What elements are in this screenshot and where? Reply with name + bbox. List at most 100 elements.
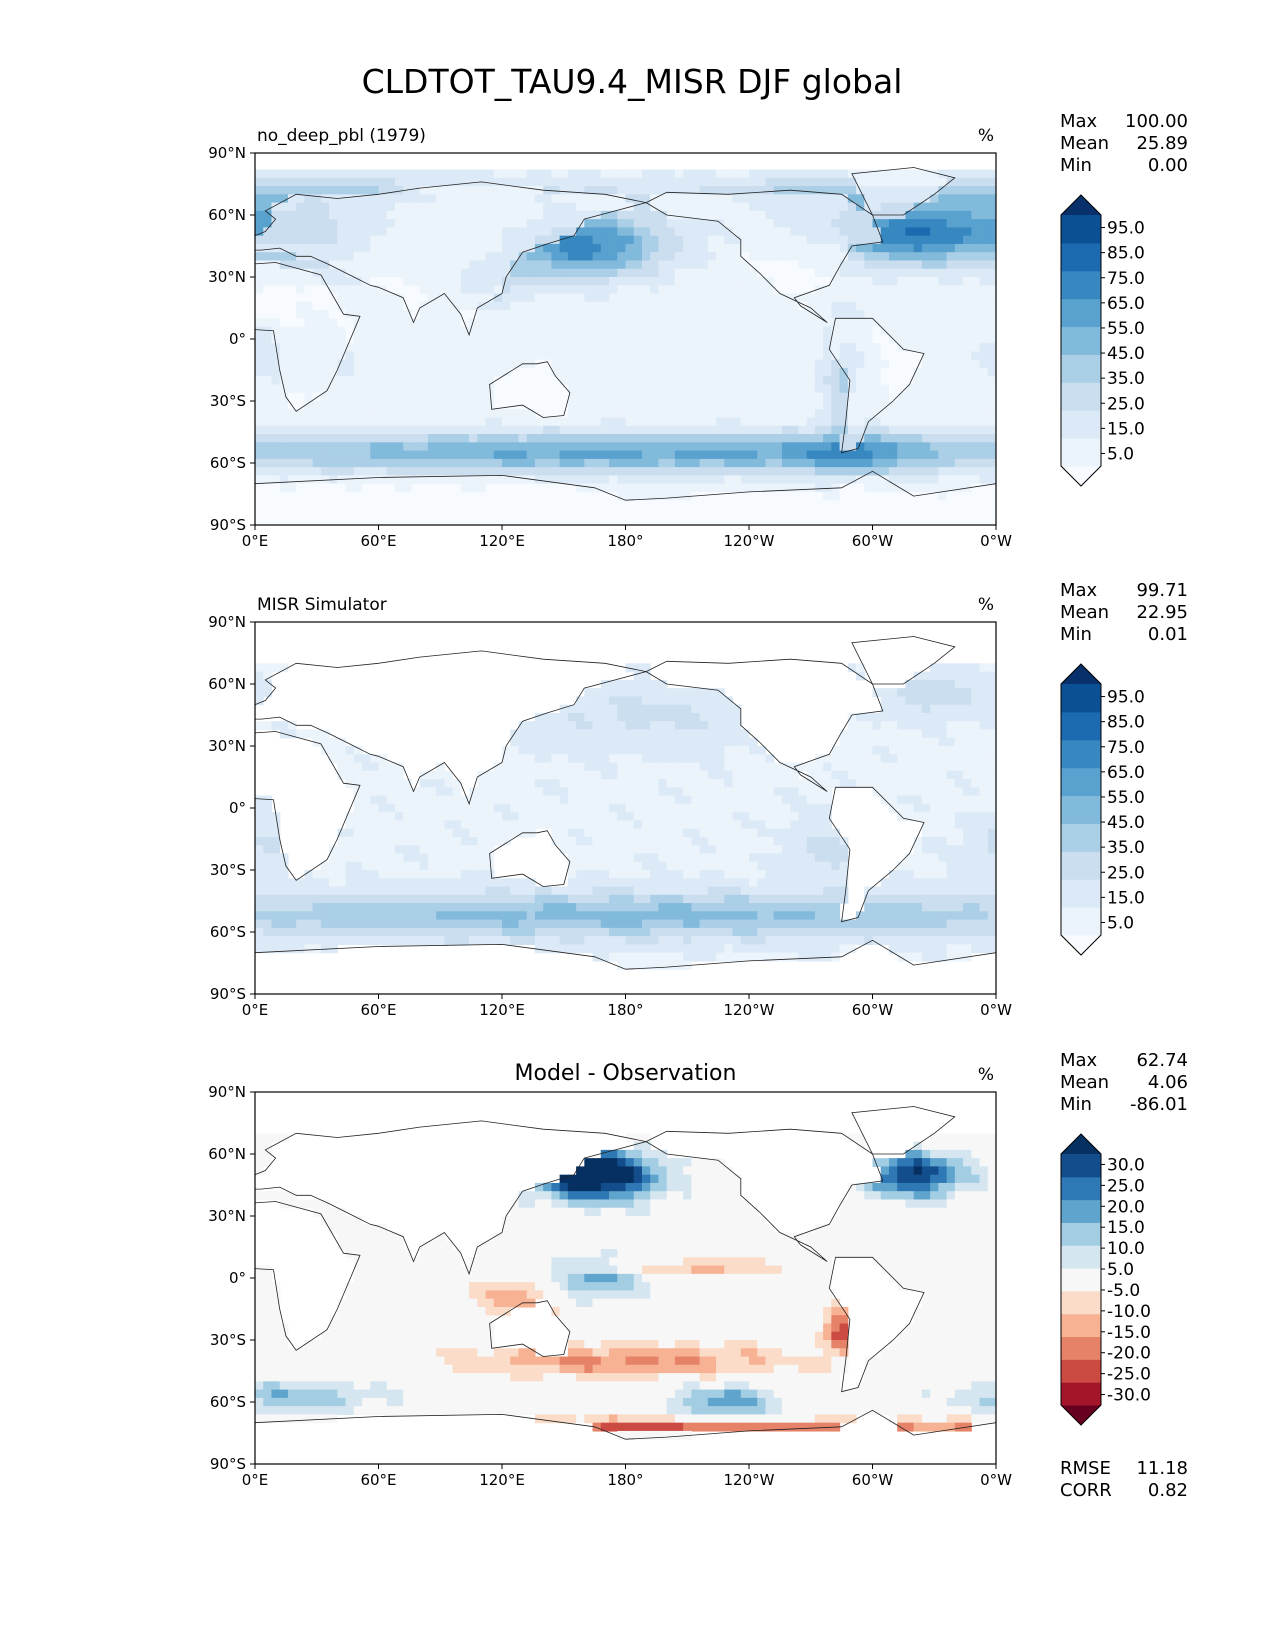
field-cell	[609, 803, 618, 813]
field-cell	[781, 285, 791, 295]
field-cell	[913, 475, 923, 485]
field-cell	[946, 268, 956, 278]
field-cell	[255, 194, 264, 204]
field-cell	[872, 252, 882, 262]
field-cell	[444, 500, 454, 510]
field-cell	[847, 194, 857, 204]
field-cell	[724, 812, 734, 821]
field-cell	[856, 737, 865, 747]
field-cell	[320, 268, 330, 278]
field-cell	[864, 310, 874, 319]
field-cell	[658, 491, 668, 501]
field-cell	[279, 663, 289, 673]
field-cell	[732, 384, 742, 394]
field-cell	[938, 169, 948, 179]
field-cell	[287, 301, 297, 311]
field-cell	[287, 177, 297, 187]
field-cell	[279, 359, 289, 369]
field-cell	[559, 169, 569, 179]
field-cell	[888, 186, 898, 195]
field-cell	[699, 219, 709, 228]
field-cell	[337, 516, 347, 525]
field-cell	[963, 712, 972, 722]
field-cell	[353, 359, 363, 369]
field-cell	[954, 293, 964, 303]
field-cell	[345, 227, 355, 237]
field-cell	[617, 803, 627, 813]
field-cell	[312, 202, 322, 212]
field-cell	[617, 409, 627, 419]
field-cell	[279, 343, 289, 352]
field-cell	[543, 762, 552, 772]
field-cell	[592, 235, 602, 245]
field-cell	[551, 252, 561, 262]
field-cell	[633, 450, 643, 460]
field-cell	[979, 704, 989, 714]
coastline	[255, 181, 647, 337]
field-cell	[263, 202, 273, 212]
field-cell	[345, 219, 355, 228]
field-cell	[394, 491, 404, 501]
field-cell	[460, 210, 470, 220]
field-cell	[296, 326, 305, 336]
field-cell	[502, 754, 511, 764]
field-cell	[823, 177, 832, 187]
field-cell	[814, 467, 824, 476]
field-cell	[724, 268, 734, 278]
field-cell	[534, 721, 544, 731]
field-cell	[411, 219, 421, 228]
field-cell	[897, 310, 907, 319]
field-cell	[600, 219, 610, 228]
field-cell	[543, 417, 552, 427]
field-cell	[765, 450, 775, 460]
field-cell	[477, 803, 487, 813]
field-cell	[320, 409, 330, 419]
field-cell	[600, 450, 610, 460]
field-cell	[930, 334, 939, 344]
field-cell	[650, 210, 660, 220]
field-cell	[864, 425, 874, 435]
field-cell	[740, 762, 750, 772]
field-cell	[255, 367, 264, 377]
field-cell	[716, 779, 725, 788]
field-cell	[493, 409, 503, 419]
field-cell	[765, 367, 775, 377]
field-cell	[658, 334, 668, 344]
field-cell	[781, 301, 791, 311]
field-cell	[641, 712, 651, 722]
field-cell	[641, 442, 651, 452]
field-cell	[502, 310, 511, 319]
field-cell	[543, 475, 552, 485]
field-cell	[460, 367, 470, 377]
field-cell	[658, 770, 668, 780]
field-cell	[781, 458, 791, 468]
field-cell	[790, 779, 799, 788]
field-cell	[304, 235, 314, 245]
field-cell	[296, 450, 305, 460]
field-cell	[312, 417, 322, 427]
field-cell	[658, 696, 668, 706]
field-cell	[485, 177, 495, 187]
field-cell	[304, 210, 314, 220]
field-cell	[658, 227, 668, 237]
field-cell	[790, 367, 799, 377]
field-cell	[641, 770, 651, 780]
field-cell	[526, 770, 536, 780]
colorbar-tick-label: 65.0	[1107, 294, 1145, 314]
field-cell	[773, 392, 783, 402]
field-cell	[370, 194, 380, 204]
field-cell	[279, 277, 289, 286]
field-cell	[674, 417, 684, 427]
field-cell	[971, 475, 981, 485]
field-cell	[609, 795, 618, 805]
field-cell	[567, 787, 577, 797]
field-cell	[567, 729, 577, 739]
field-cell	[353, 516, 363, 525]
field-cell	[946, 252, 956, 262]
field-cell	[279, 483, 289, 493]
field-cell	[419, 516, 429, 525]
field-cell	[353, 177, 363, 187]
field-cell	[386, 285, 396, 295]
field-cell	[452, 450, 462, 460]
field-cell	[765, 434, 775, 443]
